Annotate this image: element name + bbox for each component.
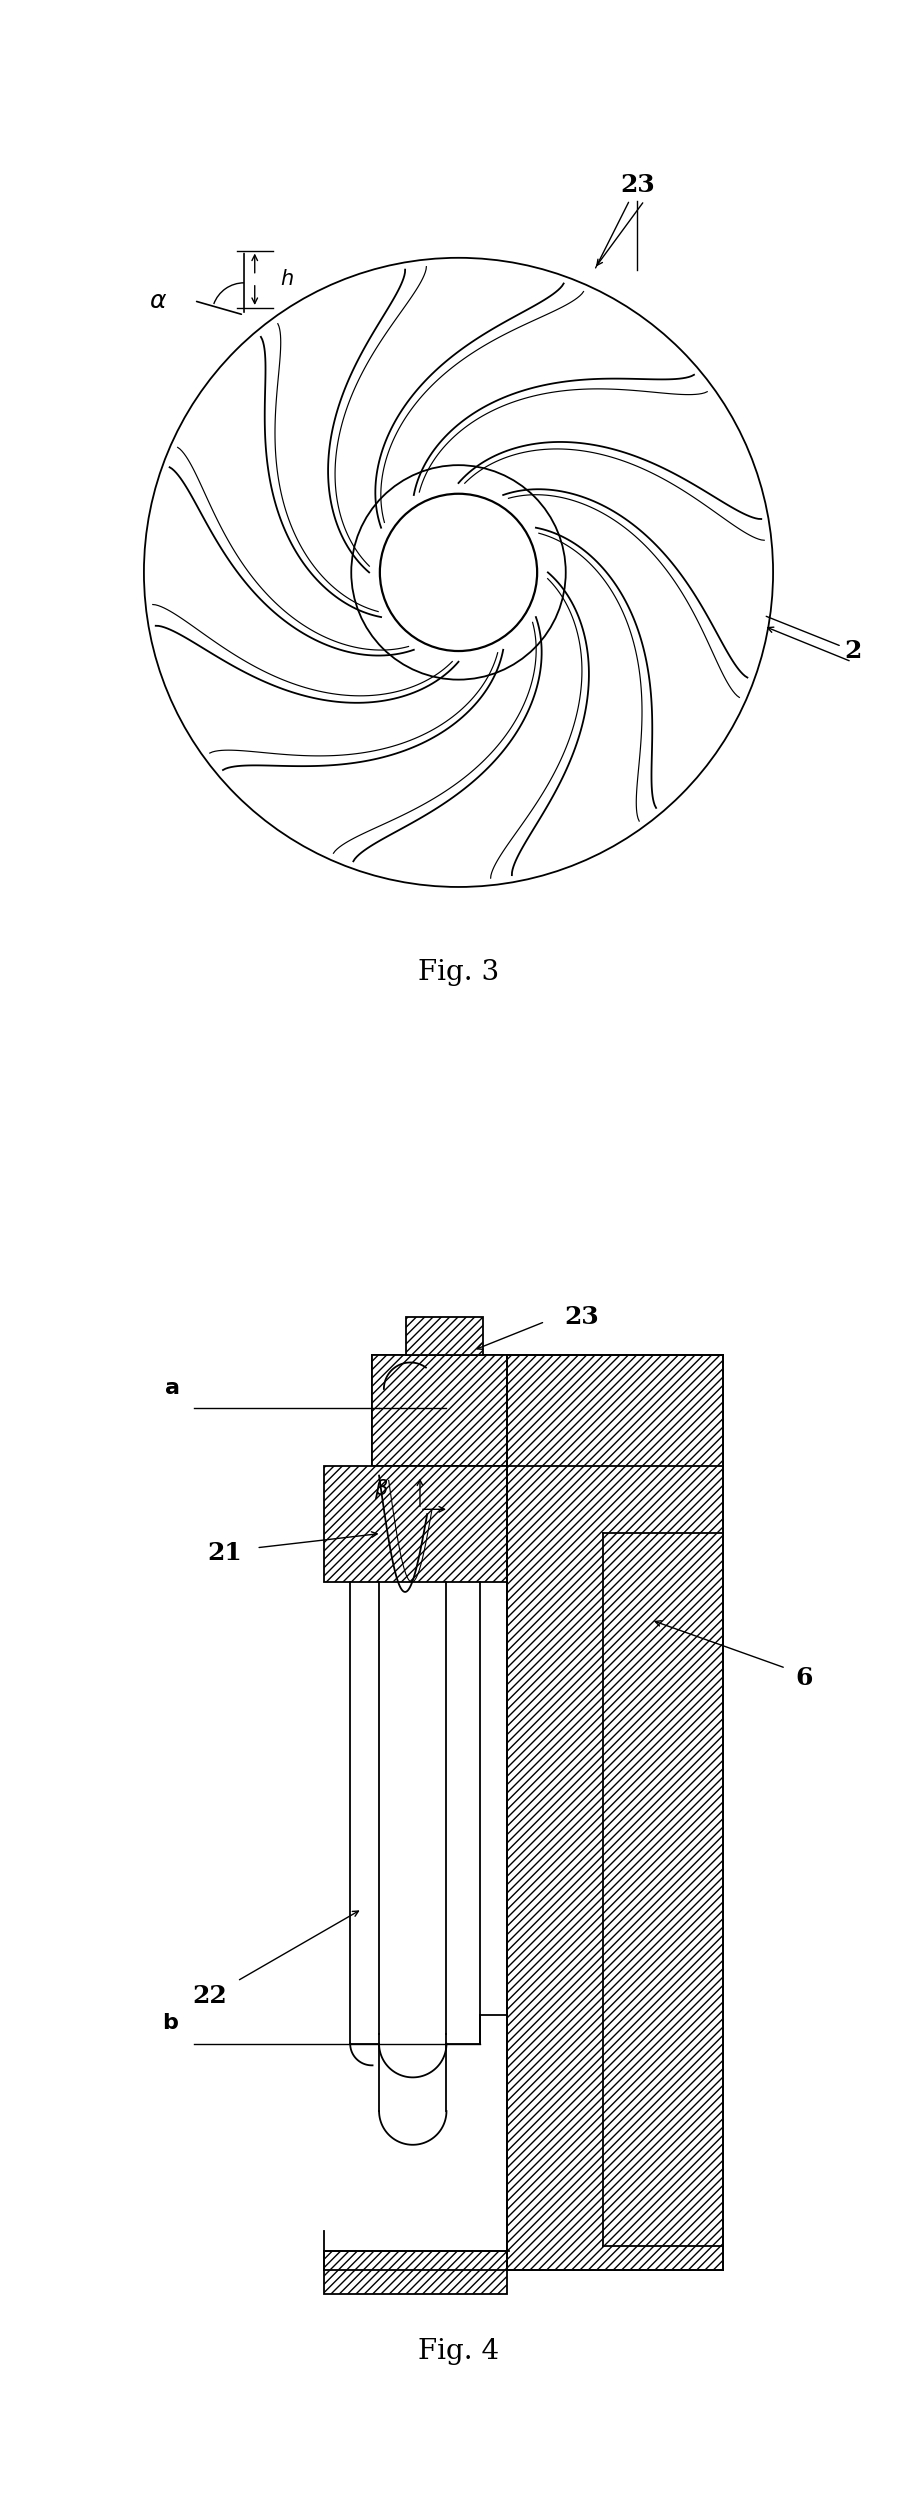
- Text: $\alpha$: $\alpha$: [149, 289, 167, 312]
- Bar: [324, 2252, 507, 2295]
- Bar: [372, 1356, 724, 1467]
- Text: $h$: $h$: [280, 269, 293, 289]
- Text: Fig. 4: Fig. 4: [418, 2337, 499, 2365]
- Text: $\mathbf{b}$: $\mathbf{b}$: [162, 2013, 180, 2033]
- Text: 2: 2: [767, 616, 862, 664]
- Bar: [405, 1316, 482, 1356]
- Text: $\mathbf{a}$: $\mathbf{a}$: [164, 1376, 180, 1399]
- Circle shape: [380, 493, 537, 652]
- Text: 21: 21: [207, 1540, 242, 1565]
- Text: 23: 23: [595, 174, 655, 267]
- Text: 6: 6: [795, 1666, 812, 1691]
- Text: 23: 23: [565, 1306, 599, 1328]
- Bar: [506, 1500, 675, 2247]
- Bar: [506, 1394, 724, 2269]
- Text: 22: 22: [193, 1983, 227, 2008]
- Bar: [324, 1467, 507, 1583]
- Bar: [372, 1356, 507, 1467]
- Text: Fig. 3: Fig. 3: [418, 959, 499, 986]
- Text: $\beta$: $\beta$: [374, 1477, 389, 1502]
